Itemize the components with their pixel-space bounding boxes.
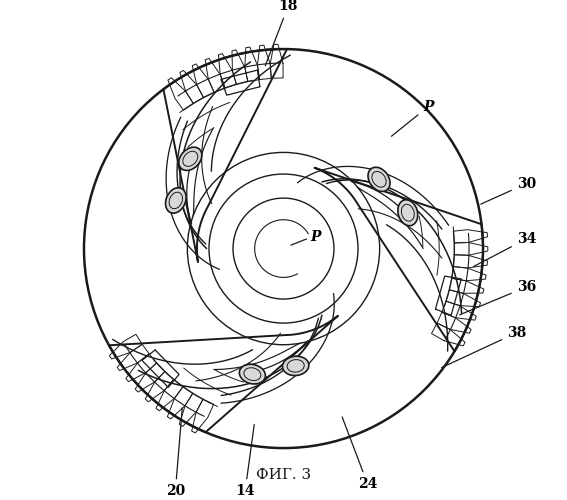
Text: 14: 14 (235, 424, 255, 498)
Text: 36: 36 (460, 280, 536, 315)
Text: 30: 30 (481, 176, 536, 204)
Text: P: P (310, 230, 320, 243)
Ellipse shape (368, 168, 390, 192)
Text: 20: 20 (166, 408, 185, 498)
Text: 24: 24 (342, 417, 377, 491)
Ellipse shape (239, 364, 265, 384)
Text: ФИГ. 3: ФИГ. 3 (256, 468, 311, 481)
Ellipse shape (179, 147, 202, 171)
Text: 18: 18 (265, 0, 298, 66)
Ellipse shape (398, 200, 418, 226)
Ellipse shape (166, 188, 186, 213)
Text: 38: 38 (442, 326, 526, 368)
Ellipse shape (282, 356, 309, 376)
Text: 34: 34 (473, 232, 536, 266)
Text: P: P (391, 100, 433, 136)
